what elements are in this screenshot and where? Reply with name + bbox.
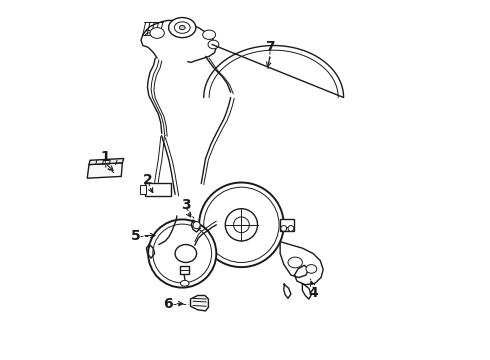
Text: 2: 2	[143, 173, 153, 187]
Ellipse shape	[169, 18, 196, 38]
Ellipse shape	[174, 22, 190, 33]
Polygon shape	[280, 242, 323, 285]
Polygon shape	[87, 163, 122, 178]
Bar	[140, 185, 146, 194]
Ellipse shape	[204, 187, 279, 262]
Ellipse shape	[175, 244, 196, 262]
Ellipse shape	[225, 209, 258, 241]
Ellipse shape	[281, 226, 287, 231]
Ellipse shape	[180, 280, 189, 286]
Text: 5: 5	[131, 229, 141, 243]
Ellipse shape	[199, 183, 284, 267]
Ellipse shape	[208, 40, 219, 49]
Ellipse shape	[234, 217, 249, 233]
Text: 3: 3	[181, 198, 191, 212]
Ellipse shape	[306, 265, 317, 273]
Ellipse shape	[153, 224, 212, 283]
Ellipse shape	[288, 226, 294, 231]
Text: 1: 1	[100, 150, 110, 164]
Polygon shape	[191, 296, 208, 311]
Text: 6: 6	[163, 297, 172, 311]
Bar	[180, 266, 190, 274]
Ellipse shape	[150, 28, 164, 39]
Ellipse shape	[148, 220, 216, 288]
Bar	[145, 183, 171, 196]
Text: 4: 4	[308, 286, 318, 300]
Ellipse shape	[203, 30, 216, 40]
Ellipse shape	[179, 26, 185, 30]
Polygon shape	[89, 158, 124, 165]
Text: 7: 7	[265, 40, 275, 54]
Ellipse shape	[193, 222, 200, 229]
Ellipse shape	[288, 257, 302, 268]
Bar	[280, 219, 294, 231]
